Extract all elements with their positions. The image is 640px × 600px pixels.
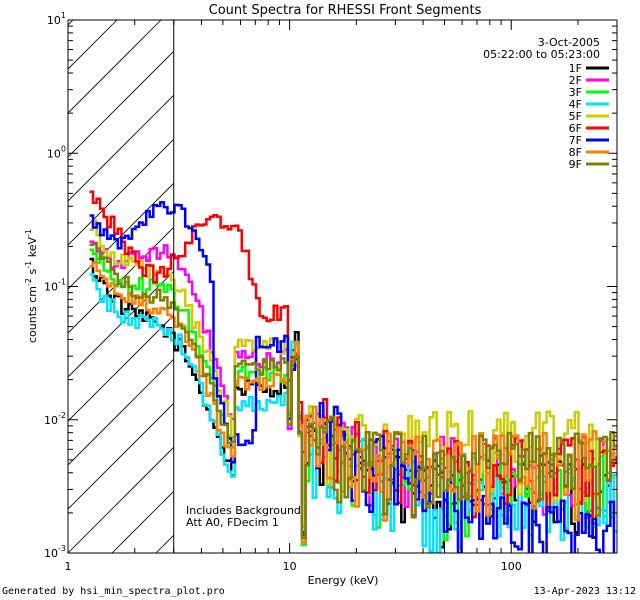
hatch-line [68, 446, 174, 553]
legend-label-5F: 5F [569, 110, 582, 123]
y-axis-label: counts cm-2 s-1 keV-1 [24, 229, 39, 343]
y-tick-label: 101 [47, 11, 66, 27]
annotation-attenuator: Att A0, FDecim 1 [186, 516, 279, 529]
legend-label-9F: 9F [569, 158, 582, 171]
legend-label-4F: 4F [569, 98, 582, 111]
observation-date: 3-Oct-2005 [538, 36, 600, 49]
hatch-line [68, 94, 174, 202]
y-tick-labels: 101 100 10-1 10-2 10-3 [44, 11, 66, 560]
footer-generated-by: Generated by hsi_min_spectra_plot.pro [2, 586, 225, 597]
y-tick-label: 10-3 [44, 544, 66, 560]
legend-label-7F: 7F [569, 134, 582, 147]
y-tick-label: 100 [47, 144, 66, 160]
series-line-9F [89, 242, 617, 540]
x-tick-labels: 1 10 100 [65, 560, 522, 573]
series-layer [89, 190, 617, 553]
axis-ticks [67, 20, 618, 554]
x-axis-label: Energy (keV) [308, 574, 379, 587]
legend-label-1F: 1F [569, 62, 582, 75]
series-line-7F [89, 201, 616, 553]
legend-label-6F: 6F [569, 122, 582, 135]
hatch-line [68, 20, 162, 114]
y-tick-label: 10-2 [44, 411, 66, 427]
hatch-line [68, 358, 174, 466]
x-tick-label: 100 [501, 560, 522, 573]
legend-label-8F: 8F [569, 146, 582, 159]
x-tick-label: 10 [283, 560, 297, 573]
hatch-line [68, 50, 174, 158]
y-tick-label: 10-1 [44, 278, 66, 294]
x-tick-label: 1 [65, 560, 72, 573]
chart-title: Count Spectra for RHESSI Front Segments [209, 3, 482, 18]
legend-label-2F: 2F [569, 74, 582, 87]
observation-time-range: 05:22:00 to 05:23:00 [483, 48, 600, 61]
hatch-line [68, 402, 174, 510]
legend-label-3F: 3F [569, 86, 582, 99]
footer-timestamp: 13-Apr-2023 13:12 [534, 586, 636, 597]
annotation-background: Includes Background [186, 504, 301, 517]
